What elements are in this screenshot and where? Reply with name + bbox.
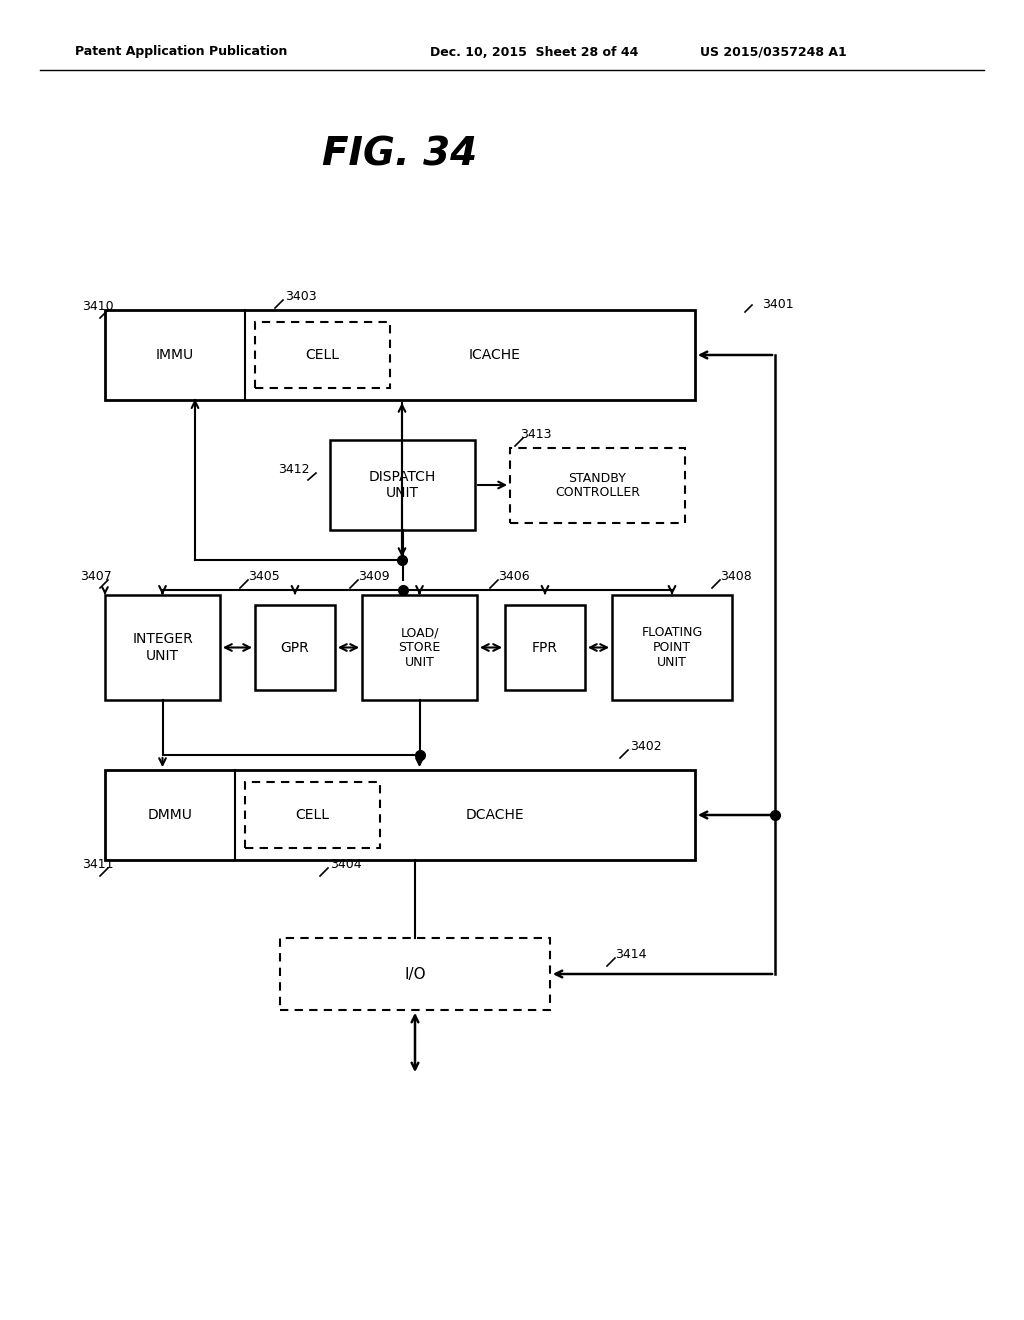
Text: FPR: FPR	[532, 640, 558, 655]
Text: 3410: 3410	[82, 300, 114, 313]
Text: 3412: 3412	[278, 463, 309, 477]
Text: 3409: 3409	[358, 570, 389, 583]
Bar	[362, 595, 477, 700]
Bar	[280, 939, 550, 1010]
Text: 3402: 3402	[630, 741, 662, 752]
Text: US 2015/0357248 A1: US 2015/0357248 A1	[700, 45, 847, 58]
Bar	[105, 770, 695, 861]
Bar	[245, 781, 380, 847]
Text: ICACHE: ICACHE	[469, 348, 521, 362]
Text: 3414: 3414	[615, 948, 646, 961]
Text: Dec. 10, 2015  Sheet 28 of 44: Dec. 10, 2015 Sheet 28 of 44	[430, 45, 638, 58]
Bar	[510, 447, 685, 523]
Text: 3408: 3408	[720, 570, 752, 583]
Text: INTEGER
UNIT: INTEGER UNIT	[132, 632, 193, 663]
Text: 3407: 3407	[80, 570, 112, 583]
Text: LOAD/
STORE
UNIT: LOAD/ STORE UNIT	[398, 626, 440, 669]
Text: FIG. 34: FIG. 34	[323, 136, 477, 174]
Bar	[105, 595, 220, 700]
Text: IMMU: IMMU	[156, 348, 195, 362]
Bar	[505, 605, 585, 690]
Bar	[612, 595, 732, 700]
Text: FLOATING
POINT
UNIT: FLOATING POINT UNIT	[641, 626, 702, 669]
Text: CELL: CELL	[296, 808, 330, 822]
Text: CELL: CELL	[305, 348, 340, 362]
Bar	[330, 440, 475, 531]
Text: DISPATCH
UNIT: DISPATCH UNIT	[369, 470, 436, 500]
Text: GPR: GPR	[281, 640, 309, 655]
Text: 3404: 3404	[330, 858, 361, 871]
Text: 3403: 3403	[285, 290, 316, 304]
Bar	[105, 310, 695, 400]
Text: Patent Application Publication: Patent Application Publication	[75, 45, 288, 58]
Text: DMMU: DMMU	[147, 808, 193, 822]
Bar	[255, 605, 335, 690]
Bar	[255, 322, 390, 388]
Text: STANDBY
CONTROLLER: STANDBY CONTROLLER	[555, 471, 640, 499]
Text: 3413: 3413	[520, 428, 552, 441]
Text: 3411: 3411	[82, 858, 114, 871]
Text: 3406: 3406	[498, 570, 529, 583]
Text: I/O: I/O	[404, 966, 426, 982]
Text: 3405: 3405	[248, 570, 280, 583]
Text: 3401: 3401	[762, 298, 794, 312]
Text: DCACHE: DCACHE	[466, 808, 524, 822]
